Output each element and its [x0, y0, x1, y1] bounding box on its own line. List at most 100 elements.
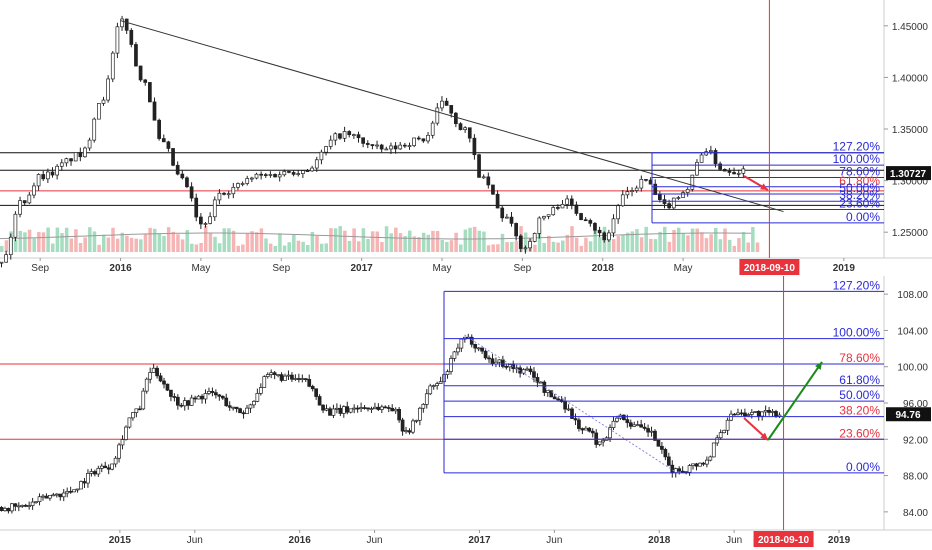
candle	[658, 194, 662, 201]
candle	[227, 405, 232, 408]
volume-bar	[83, 237, 87, 252]
candle	[727, 170, 732, 173]
candle	[563, 401, 567, 410]
candle	[694, 463, 699, 467]
candle	[22, 200, 27, 204]
candle	[55, 165, 59, 176]
x-tick-label: 2019	[833, 263, 856, 274]
candle	[144, 378, 149, 392]
volume-bar	[366, 238, 370, 252]
volume-bar	[500, 233, 505, 252]
fibonacci-levels[interactable]: 127.20%100.00%78.60%61.80%50.00%38.20%23…	[651, 140, 884, 224]
candle	[189, 186, 194, 199]
candle	[699, 154, 704, 163]
candle	[134, 44, 138, 67]
candle	[341, 406, 346, 414]
volume-bar	[751, 227, 755, 252]
candle	[10, 503, 14, 512]
candle	[580, 428, 585, 431]
candle	[569, 198, 574, 206]
volume-bar	[329, 228, 333, 252]
fibonacci-levels[interactable]: 127.20%100.00%78.60%61.80%50.00%38.20%23…	[443, 278, 884, 474]
volume-bar	[537, 229, 542, 252]
candle	[486, 176, 491, 186]
candle	[319, 151, 324, 161]
candle	[767, 410, 771, 413]
candle	[507, 364, 512, 368]
volume-bar	[55, 227, 60, 252]
volume-bar	[222, 228, 227, 252]
candle	[310, 167, 314, 172]
candle	[143, 79, 148, 83]
volume-bar	[241, 244, 245, 252]
candle	[681, 192, 685, 198]
volume-bar	[676, 227, 681, 252]
candle	[352, 407, 357, 410]
volume-bar	[129, 237, 134, 252]
candle	[746, 414, 751, 417]
volume-bar	[658, 231, 662, 252]
fib-anchor-line[interactable]	[464, 334, 675, 472]
candle	[282, 171, 287, 176]
candle	[148, 372, 153, 380]
y-tick-label: 108.00	[897, 290, 928, 301]
candle	[473, 343, 478, 349]
candle	[196, 395, 201, 400]
candle	[255, 393, 260, 402]
projection-arrows[interactable]	[743, 361, 823, 441]
candle	[231, 406, 236, 409]
x-tick-label: 2015	[109, 535, 132, 546]
trendline[interactable]	[120, 20, 784, 213]
candle	[240, 183, 245, 185]
candle	[663, 449, 668, 458]
volume-bar	[561, 240, 565, 252]
y-tick-label: 104.00	[897, 326, 928, 337]
volume-bar	[723, 228, 727, 252]
volume-bar	[106, 237, 111, 252]
volume-bar	[727, 239, 732, 252]
candle	[435, 383, 440, 386]
volume-bar	[514, 241, 519, 252]
candle	[32, 185, 36, 196]
volume-bar	[115, 238, 120, 252]
candle	[732, 172, 736, 175]
candle	[180, 173, 185, 179]
candle	[542, 216, 546, 219]
candle	[359, 407, 363, 409]
candle	[509, 216, 514, 224]
up-arrow[interactable]	[767, 361, 823, 441]
candle	[245, 407, 249, 414]
candle	[671, 197, 676, 209]
volume-bar	[180, 239, 185, 252]
volume-bar	[245, 233, 250, 252]
candle	[193, 397, 197, 400]
candle	[523, 247, 528, 250]
candle	[718, 432, 723, 439]
candle	[491, 184, 495, 195]
candle	[182, 400, 187, 407]
volume-bar	[431, 230, 435, 252]
candle	[552, 396, 557, 400]
candle	[254, 173, 259, 179]
candle	[454, 112, 458, 125]
candle	[16, 505, 21, 508]
volume-bar	[0, 245, 4, 252]
volume-bar	[125, 235, 129, 252]
candle	[477, 154, 481, 178]
volume-bar	[621, 234, 625, 252]
candle	[670, 464, 675, 473]
candle	[179, 404, 184, 407]
candle	[208, 216, 212, 224]
candle	[472, 137, 477, 156]
volume-bar	[755, 242, 760, 252]
fib-level-label: 100.00%	[833, 326, 881, 340]
candle	[110, 52, 115, 80]
candle	[110, 463, 114, 470]
x-tick-label: Sep	[31, 263, 49, 274]
fib-level-label: 0.00%	[846, 210, 880, 224]
candle	[338, 407, 343, 414]
candle	[252, 400, 256, 406]
candle	[262, 376, 267, 388]
projection-arrows[interactable]	[743, 175, 769, 191]
